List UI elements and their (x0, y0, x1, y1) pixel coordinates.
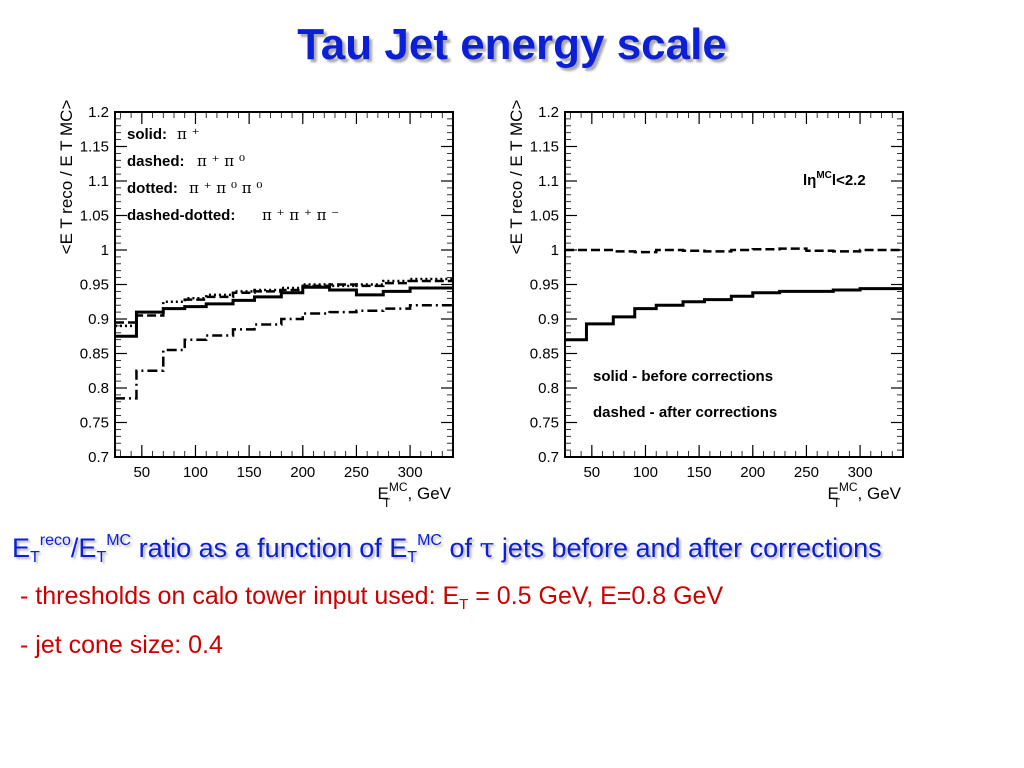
caption-mid: ratio as a function of E (131, 533, 408, 563)
y-tick-label: 0.85 (80, 346, 109, 363)
tau-decay-response-chart: 0.7 0.75 0.8 0.85 0.9 0.95 1 1.05 1.1 1.15 1.2 50 10… (57, 100, 454, 510)
x-tick-label: 300 (398, 464, 423, 481)
x-tick-label: 200 (740, 464, 765, 481)
caption-sub2: T (96, 549, 107, 566)
y-tick-label: 0.9 (88, 311, 109, 328)
legend-label-dashed: dashed: (127, 153, 185, 170)
bullet-cone-size: - jet cone size: 0.4 (20, 631, 223, 659)
slide-title: Tau Jet energy scale (297, 20, 727, 69)
caption-tau: τ (479, 533, 495, 564)
y-tick-label: 1.15 (530, 139, 559, 156)
y-tick-label: 0.7 (538, 449, 559, 466)
legend-decay-dashed: π ⁺ π ⁰ (197, 152, 245, 170)
caption-end: jets before and after corrections (494, 533, 882, 563)
legend-label-dashdot: dashed-dotted: (127, 207, 235, 224)
series-dashdot-line (115, 303, 453, 400)
y-tick-label: 1 (551, 242, 559, 259)
caption-sup2: MC (106, 532, 132, 549)
y-axis-label: <E T reco / E T MC> (57, 100, 76, 255)
x-tick-label: 300 (848, 464, 873, 481)
y-tick-label: 0.7 (88, 449, 109, 466)
caption-sup1: reco (39, 532, 71, 549)
series-solid-line (565, 287, 903, 342)
correction-response-chart: 0.7 0.75 0.8 0.85 0.9 0.95 1 1.05 1.1 1.15 1.2 50 10… (507, 100, 904, 510)
x-tick-label: 50 (583, 464, 600, 481)
x-tick-label: 200 (290, 464, 315, 481)
y-tick-label: 1.1 (538, 173, 559, 190)
y-tick-label: 0.8 (88, 380, 109, 397)
x-tick-label: 100 (633, 464, 658, 481)
y-tick-label: 0.95 (530, 277, 559, 294)
y-axis-label: <E T reco / E T MC> (507, 100, 526, 255)
caption-main-text: ETreco/ETMC ratio as a function of ETMC … (12, 522, 1012, 576)
x-tick-label: 150 (237, 464, 262, 481)
x-axis-label-sub: T (833, 496, 841, 510)
y-tick-label: 1.15 (80, 139, 109, 156)
legend-label-dotted: dotted: (127, 180, 178, 197)
tau-decay-response-plot: 0.7 0.75 0.8 0.85 0.9 0.95 1 1.05 1.1 1.15 1.2 50 10… (50, 95, 510, 510)
bullet-thresholds-pre: - thresholds on calo tower input used: E (20, 582, 460, 610)
caption-sub1: T (30, 549, 40, 566)
legend-decay-solid: π ⁺ (177, 125, 200, 143)
caption-sup3: MC (417, 532, 442, 549)
series-solid-line (115, 285, 453, 338)
y-tick-label: 0.9 (538, 311, 559, 328)
caption-of: of (441, 533, 480, 563)
legend-decay-dashdot: π ⁺ π ⁺ π ⁻ (262, 206, 339, 224)
caption-slash: /E (70, 533, 97, 563)
x-axis-label-sub: T (383, 496, 391, 510)
bullet-thresholds-sub: T (459, 596, 469, 613)
bullet-thresholds-post: = 0.5 GeV, E=0.8 GeV (468, 582, 724, 610)
x-tick-label: 100 (183, 464, 208, 481)
x-tick-label: 250 (794, 464, 819, 481)
y-tick-label: 1.2 (538, 104, 559, 121)
y-tick-label: 0.8 (538, 380, 559, 397)
bullet-thresholds: - thresholds on calo tower input used: E… (12, 576, 1012, 625)
legend-label-solid: solid: (127, 126, 167, 143)
y-tick-label: 0.85 (530, 346, 559, 363)
legend-label-solid: solid - before corrections (593, 368, 773, 385)
legend-label-dashed: dashed - after corrections (593, 404, 777, 421)
legend-decay-dotted: π ⁺ π ⁰ π ⁰ (189, 179, 262, 197)
x-tick-label: 50 (133, 464, 150, 481)
y-tick-label: 0.75 (80, 415, 109, 432)
slide-caption: ETreco/ETMC ratio as a function of ETMC … (12, 522, 1012, 665)
y-tick-label: 0.75 (530, 415, 559, 432)
correction-response-plot: 0.7 0.75 0.8 0.85 0.9 0.95 1 1.05 1.1 1.15 1.2 50 10… (500, 95, 960, 510)
x-tick-label: 250 (344, 464, 369, 481)
y-tick-label: 1.05 (80, 208, 109, 225)
caption-e1: E (12, 533, 31, 563)
x-axis-label: EMC, GeV (828, 480, 902, 503)
eta-annotation: lηMCl<2.2 (803, 170, 866, 189)
y-tick-label: 1 (101, 242, 109, 259)
series-dashed-line (565, 247, 903, 254)
y-tick-label: 1.1 (88, 173, 109, 190)
y-tick-label: 1.05 (530, 208, 559, 225)
caption-sub3: T (407, 549, 418, 566)
y-tick-label: 0.95 (80, 277, 109, 294)
y-tick-label: 1.2 (88, 104, 109, 121)
x-tick-label: 150 (687, 464, 712, 481)
series-dashed-line (115, 279, 453, 324)
series-dotted-line (115, 277, 453, 328)
x-axis-label: EMC, GeV (378, 480, 452, 503)
